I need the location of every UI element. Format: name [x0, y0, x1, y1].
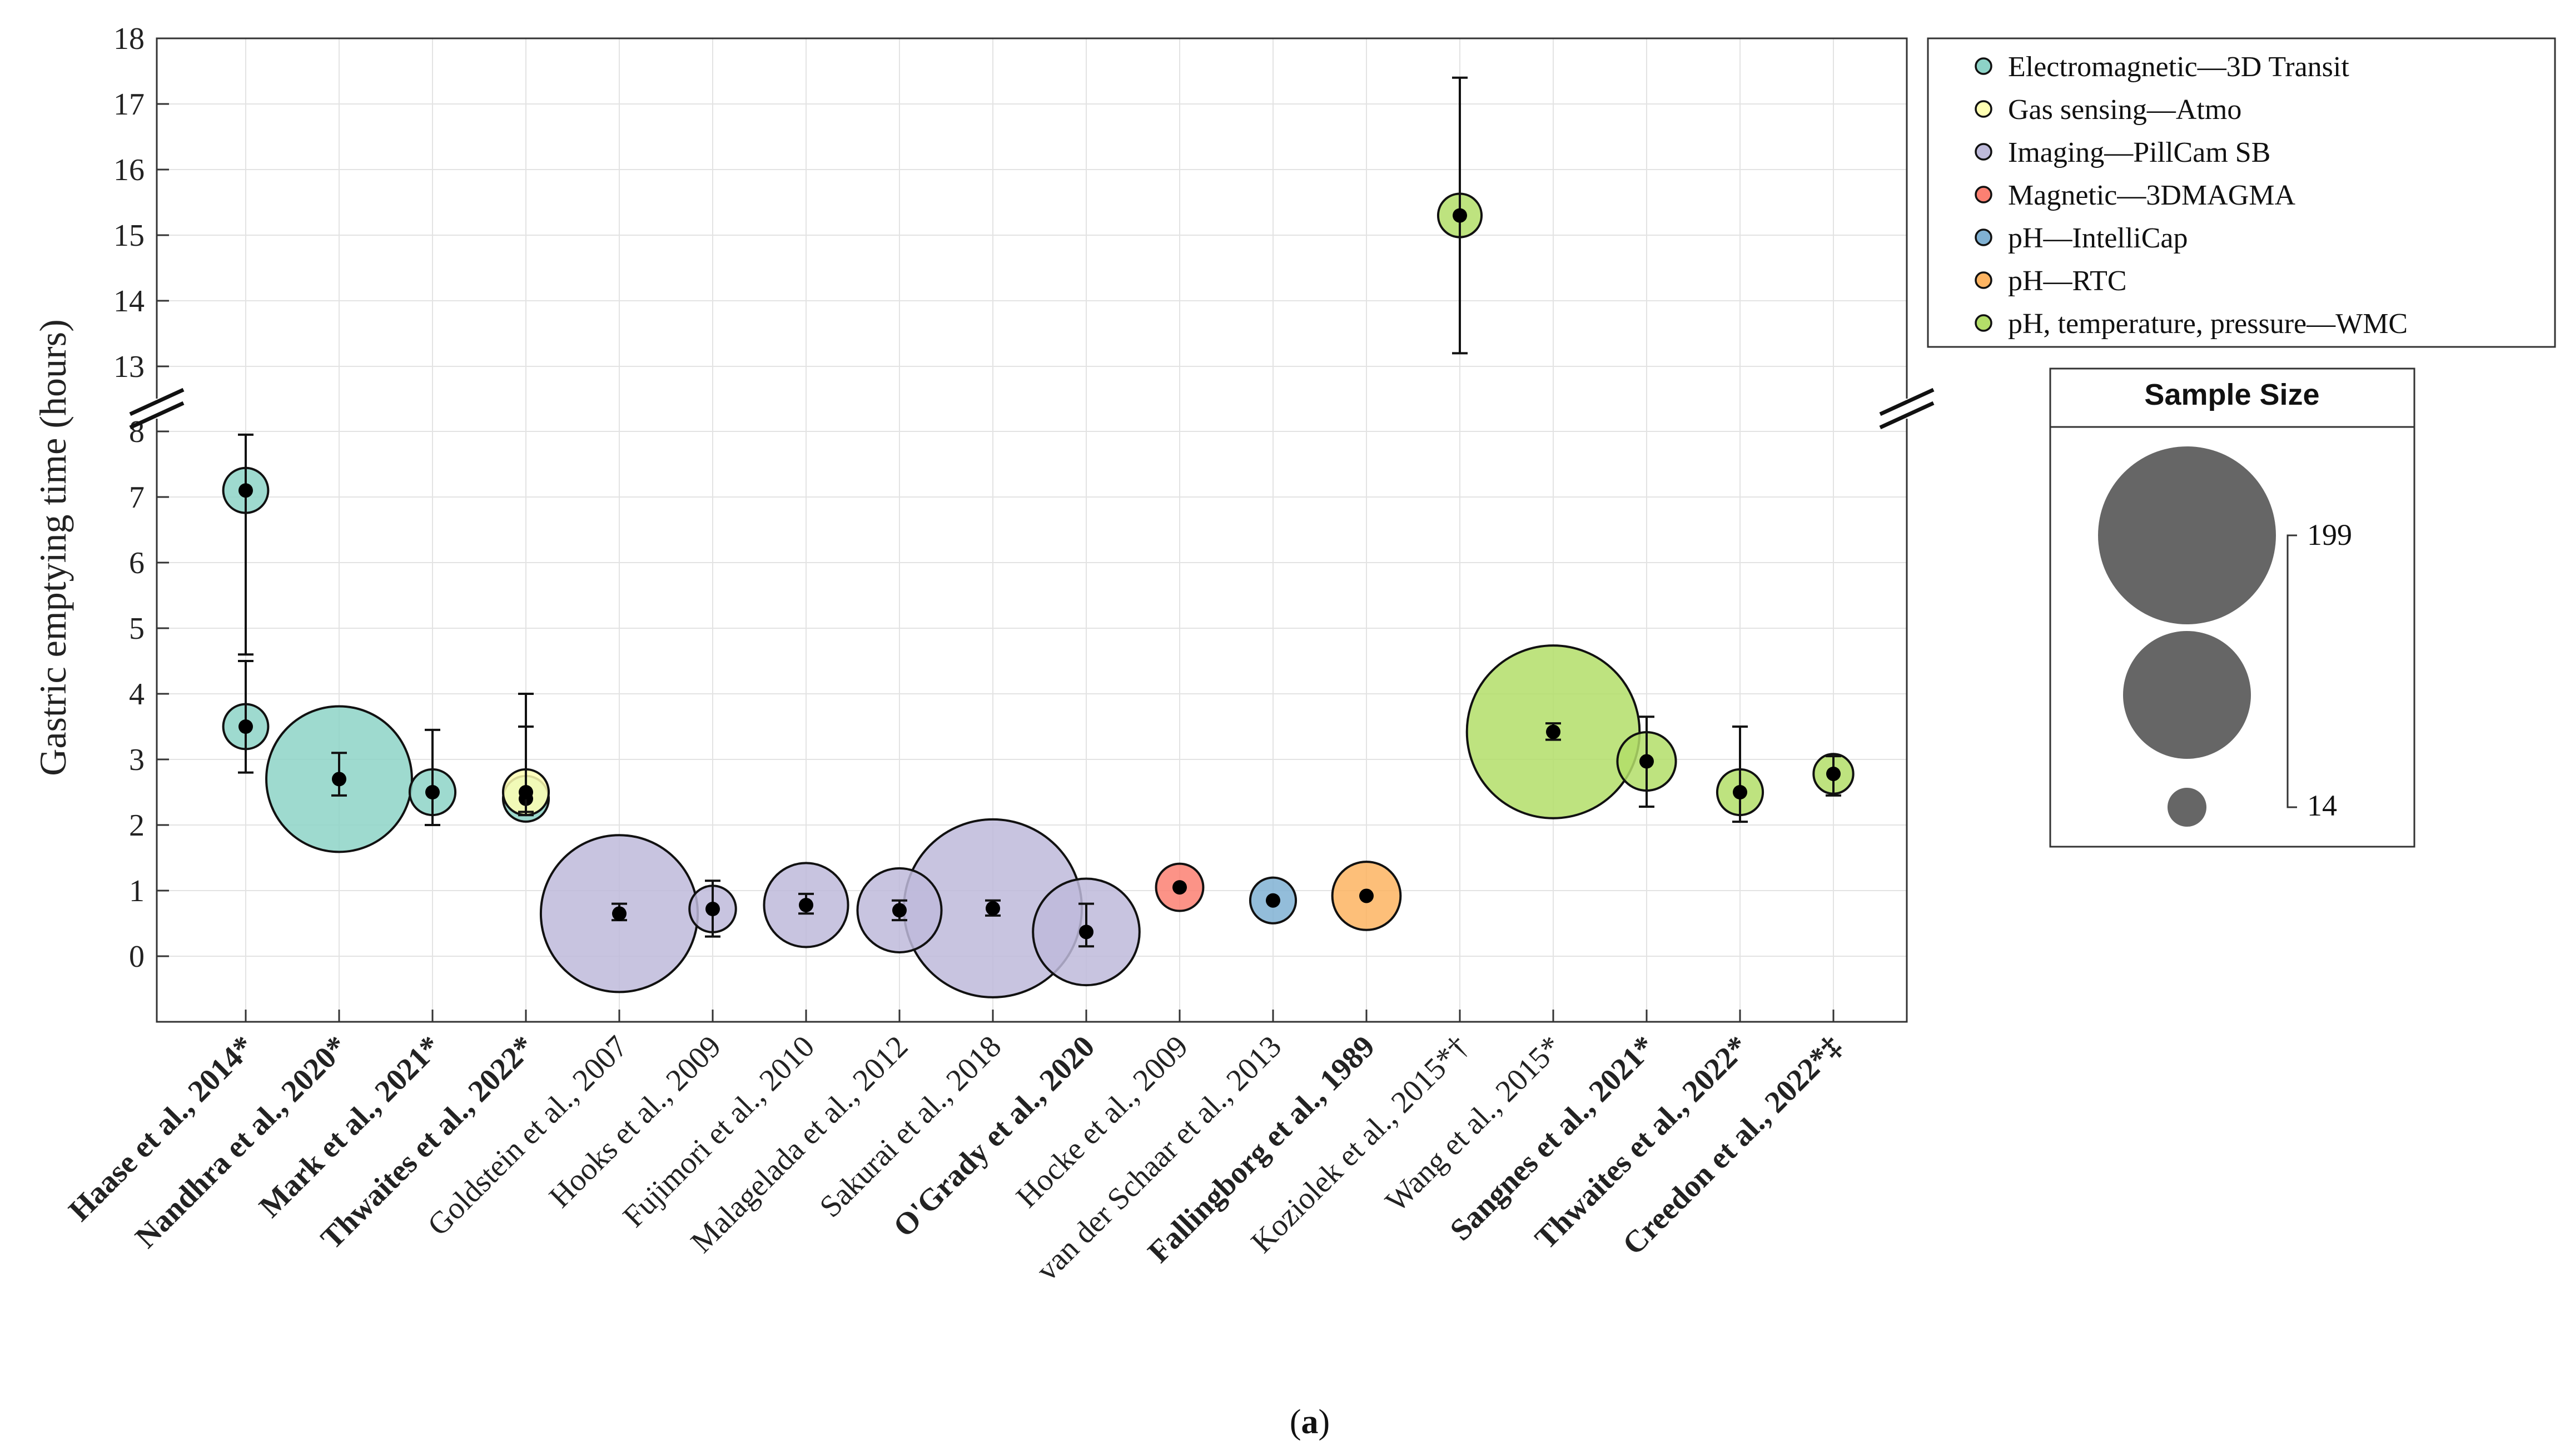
y-tick-label: 5	[129, 612, 145, 646]
legend-label: pH—RTC	[2008, 265, 2127, 297]
data-point-mean	[238, 719, 253, 734]
data-point-mean	[892, 903, 907, 918]
legend-marker	[1975, 228, 1992, 246]
legend-marker	[1975, 143, 1992, 161]
figure-caption: (a)	[1290, 1403, 1330, 1441]
data-point-mean	[238, 483, 253, 498]
y-tick-label: 7	[129, 480, 145, 515]
data-point-mean	[519, 785, 533, 799]
plot-frame	[156, 37, 1908, 1023]
y-tick-label: 1	[129, 874, 145, 908]
legend-label: Gas sensing—Atmo	[2008, 94, 2241, 126]
data-point-mean	[986, 901, 1000, 916]
data-point-mean	[1826, 766, 1841, 781]
data-point-mean	[1546, 724, 1560, 739]
y-tick-label: 3	[129, 743, 145, 777]
data-point-mean	[1453, 208, 1467, 223]
caption-open-paren: (	[1290, 1403, 1301, 1441]
sample-size-bracket	[2286, 534, 2297, 808]
y-tick-label: 0	[129, 940, 145, 974]
axis-break-slash	[129, 387, 185, 416]
marks-layer	[222, 76, 1855, 998]
sample-size-bubble-small	[2168, 788, 2206, 827]
y-tick-label: 2	[129, 808, 145, 843]
caption-close-paren: )	[1319, 1403, 1330, 1441]
legend-marker	[1975, 100, 1992, 118]
caption-letter: a	[1301, 1403, 1319, 1441]
axis-break-slash	[129, 401, 185, 430]
legend-marker	[1975, 271, 1992, 289]
data-point-mean	[332, 772, 346, 787]
x-axis-labels: Haase et al., 2014*Nandhra et al., 2020*…	[62, 1029, 1848, 1288]
data-point-mean	[799, 897, 813, 912]
y-tick-label: 14	[113, 284, 145, 319]
y-tick-label: 17	[113, 87, 145, 122]
data-point-mean	[1172, 880, 1187, 895]
sample-size-title: Sample Size	[2144, 378, 2319, 411]
y-tick-label: 15	[113, 218, 145, 253]
y-tick-label: 4	[129, 677, 145, 712]
x-tick-label: Mark et al., 2021*	[253, 1029, 448, 1224]
y-axis-label: Gastric emptying time (hours)	[32, 319, 74, 776]
data-point-mean	[612, 906, 627, 921]
x-tick-label: Hocke et al., 2009	[1010, 1029, 1195, 1214]
legend-label: pH—IntelliCap	[2008, 222, 2188, 254]
axis-break-slash	[1879, 387, 1935, 416]
legend: Electromagnetic—3D Transit Gas sensing—At…	[1927, 37, 2556, 348]
legend-frame	[1927, 37, 2556, 348]
data-point-mean	[1266, 893, 1280, 908]
legend-marker	[1975, 186, 1992, 203]
legend-items: Electromagnetic—3D Transit Gas sensing—At…	[1975, 51, 2408, 340]
y-tick-label: 16	[113, 153, 145, 187]
sample-size-bubble-large	[2098, 446, 2276, 624]
legend-marker	[1975, 314, 1992, 332]
x-tick-label: Hooks et al., 2009	[543, 1029, 728, 1214]
legend-label: Magnetic—3DMAGMA	[2008, 180, 2296, 211]
sample-size-bubble-medium	[2123, 631, 2251, 759]
sample-size-max-label: 199	[2307, 518, 2352, 551]
data-point-mean	[1079, 925, 1093, 940]
legend-marker	[1975, 57, 1992, 75]
legend-label: pH, temperature, pressure—WMC	[2008, 308, 2408, 340]
legend-label: Imaging—PillCam SB	[2008, 137, 2270, 168]
data-point-mean	[705, 902, 720, 917]
data-point-mean	[1733, 785, 1747, 799]
sample-size-legend: Sample Size 199 14	[2049, 367, 2415, 848]
y-tick-label: 6	[129, 546, 145, 580]
x-tick-label: Sakurai et al., 2018	[813, 1029, 1008, 1224]
data-point-mean	[1639, 754, 1654, 769]
y-tick-label: 13	[113, 350, 145, 384]
axis-break-slash	[1879, 401, 1935, 430]
data-point-mean	[1359, 888, 1374, 903]
data-point-mean	[425, 785, 440, 799]
x-tick-label: Wang et al., 2015*	[1379, 1029, 1568, 1219]
y-tick-label: 18	[113, 22, 145, 56]
legend-label: Electromagnetic—3D Transit	[2008, 51, 2349, 83]
sample-size-min-label: 14	[2307, 789, 2337, 822]
